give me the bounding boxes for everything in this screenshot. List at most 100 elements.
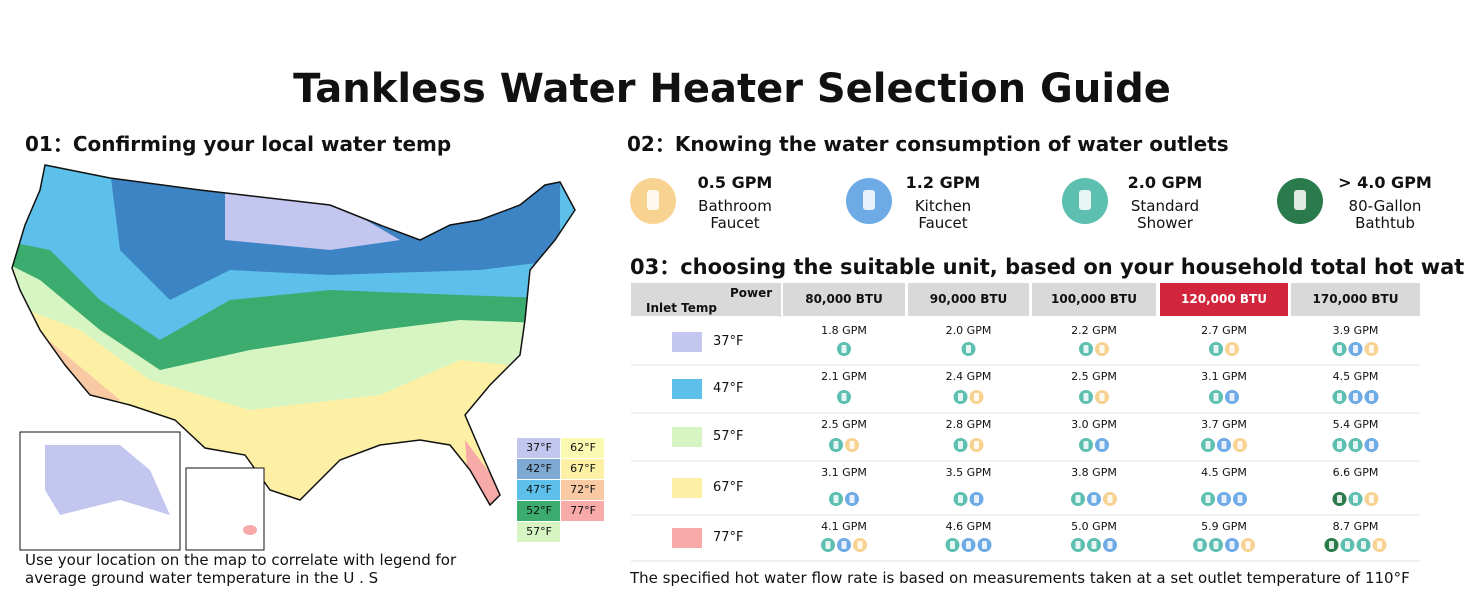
badge-glyph: [1091, 541, 1097, 549]
legend-swatch: [561, 438, 604, 458]
flow-rate: 2.0 GPM: [945, 324, 992, 337]
alaska: [45, 445, 170, 515]
legend-swatch: [561, 459, 604, 479]
badge-glyph: [1213, 345, 1219, 353]
flow-rate: 3.8 GPM: [1071, 466, 1117, 479]
badge-glyph: [1353, 495, 1358, 503]
temp-swatch: [672, 379, 702, 399]
badge-glyph: [1221, 441, 1227, 449]
badge-glyph: [974, 441, 979, 449]
corner-label: Power: [730, 286, 773, 300]
legend-label: 37°F: [526, 441, 552, 454]
legend-swatch: [561, 480, 604, 500]
badge-glyph: [857, 541, 863, 549]
flow-rate: 8.7 GPM: [1332, 520, 1379, 533]
outlet-label: Kitchen: [914, 197, 972, 215]
flow-rate: 2.8 GPM: [945, 418, 992, 431]
inlet-temp: 77°F: [713, 530, 744, 545]
temp-swatch: [672, 427, 702, 447]
badge-glyph: [1229, 345, 1235, 353]
badge-glyph: [1213, 541, 1219, 549]
flow-rate: 5.9 GPM: [1201, 520, 1247, 533]
legend-swatch: [517, 459, 560, 479]
legend-label: 52°F: [526, 504, 552, 517]
hawaii-inset: [185, 467, 265, 551]
column-header: 100,000 BTU: [1051, 292, 1137, 306]
outlet-label: Bathroom: [698, 197, 772, 215]
badge-glyph: [1075, 541, 1081, 549]
flow-rate: 4.5 GPM: [1201, 466, 1247, 479]
outlet-flow: 1.2 GPM: [905, 173, 981, 192]
outlet-flow: > 4.0 GPM: [1338, 173, 1432, 192]
flow-rate: 3.1 GPM: [1201, 370, 1247, 383]
badge-glyph: [958, 495, 963, 503]
flow-rate: 3.5 GPM: [945, 466, 992, 479]
corner-label: Inlet Temp: [646, 301, 717, 315]
hawaii: [243, 525, 257, 535]
header-cell: [1032, 283, 1156, 316]
badge-glyph: [1353, 345, 1358, 353]
legend-swatch: [561, 501, 604, 521]
outlet-glyph: [863, 190, 875, 210]
legend-swatch: [517, 522, 560, 542]
legend-label: 72°F: [570, 483, 596, 496]
badge-glyph: [974, 495, 979, 503]
flow-rate: 5.4 GPM: [1332, 418, 1379, 431]
flow-rate: 3.1 GPM: [821, 466, 867, 479]
badge-glyph: [841, 541, 847, 549]
flow-rate: 5.0 GPM: [1071, 520, 1117, 533]
legend-label: 62°F: [570, 441, 596, 454]
badge-glyph: [833, 495, 839, 503]
flow-rate: 2.7 GPM: [1201, 324, 1247, 337]
temp-swatch: [672, 478, 702, 498]
section-heading: 03：choosing the suitable unit, based on …: [630, 255, 1464, 279]
badge-glyph: [1337, 441, 1342, 449]
badge-glyph: [1369, 495, 1374, 503]
column-header: 90,000 BTU: [929, 292, 1008, 306]
inlet-temp: 67°F: [713, 480, 744, 495]
legend-label: 57°F: [526, 525, 552, 538]
header-cell: [631, 283, 781, 316]
outlet-label: Faucet: [710, 214, 760, 232]
flow-rate: 3.7 GPM: [1201, 418, 1247, 431]
outlet-glyph: [1079, 190, 1091, 210]
flow-rate: 1.8 GPM: [821, 324, 867, 337]
badge-glyph: [958, 393, 963, 401]
badge-glyph: [1345, 541, 1350, 549]
map-note: Use your location on the map to correlat…: [25, 551, 457, 569]
badge-glyph: [1205, 495, 1211, 503]
badge-glyph: [1205, 441, 1211, 449]
outlet-label: Shower: [1137, 214, 1193, 232]
badge-glyph: [1221, 495, 1227, 503]
badge-glyph: [1197, 541, 1203, 549]
section-heading: 01：Confirming your local water temp: [25, 132, 452, 156]
badge-glyph: [1229, 393, 1235, 401]
section-heading: 02：Knowing the water consumption of wate…: [627, 132, 1229, 156]
badge-glyph: [1237, 495, 1243, 503]
badge-glyph: [966, 345, 971, 353]
badge-glyph: [1083, 441, 1089, 449]
flow-rate: 2.5 GPM: [1071, 370, 1117, 383]
legend-label: 42°F: [526, 462, 552, 475]
outlet-flow: 0.5 GPM: [697, 173, 773, 192]
outlet-label: Standard: [1130, 197, 1200, 215]
inlet-temp: 57°F: [713, 429, 744, 444]
flow-rate: 4.1 GPM: [821, 520, 867, 533]
flow-rate: 2.5 GPM: [821, 418, 867, 431]
badge-glyph: [1083, 345, 1089, 353]
outlet-label: 80-Gallon: [1348, 197, 1422, 215]
outlet-label: Bathtub: [1355, 214, 1415, 232]
flow-rate: 2.4 GPM: [945, 370, 992, 383]
badge-glyph: [966, 541, 971, 549]
badge-glyph: [1377, 541, 1382, 549]
header-cell: [783, 283, 905, 316]
badge-glyph: [974, 393, 979, 401]
badge-glyph: [1237, 441, 1243, 449]
legend-label: 77°F: [570, 504, 596, 517]
badge-glyph: [841, 345, 847, 353]
badge-glyph: [1213, 393, 1219, 401]
legend-swatch: [517, 438, 560, 458]
flow-rate: 2.1 GPM: [821, 370, 867, 383]
